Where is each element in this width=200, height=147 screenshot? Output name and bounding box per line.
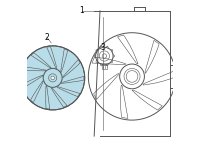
PathPatch shape bbox=[47, 47, 57, 69]
Circle shape bbox=[49, 74, 57, 82]
Text: 3: 3 bbox=[100, 43, 105, 52]
Circle shape bbox=[51, 76, 54, 80]
PathPatch shape bbox=[61, 49, 68, 72]
Text: 2: 2 bbox=[44, 33, 49, 42]
PathPatch shape bbox=[51, 88, 67, 107]
PathPatch shape bbox=[63, 60, 80, 78]
PathPatch shape bbox=[57, 87, 80, 97]
PathPatch shape bbox=[22, 67, 46, 71]
Text: 1: 1 bbox=[79, 6, 84, 15]
Circle shape bbox=[43, 68, 62, 87]
Circle shape bbox=[21, 46, 85, 110]
PathPatch shape bbox=[22, 75, 43, 88]
PathPatch shape bbox=[31, 53, 51, 68]
PathPatch shape bbox=[31, 81, 43, 102]
PathPatch shape bbox=[61, 76, 84, 83]
PathPatch shape bbox=[46, 86, 50, 109]
